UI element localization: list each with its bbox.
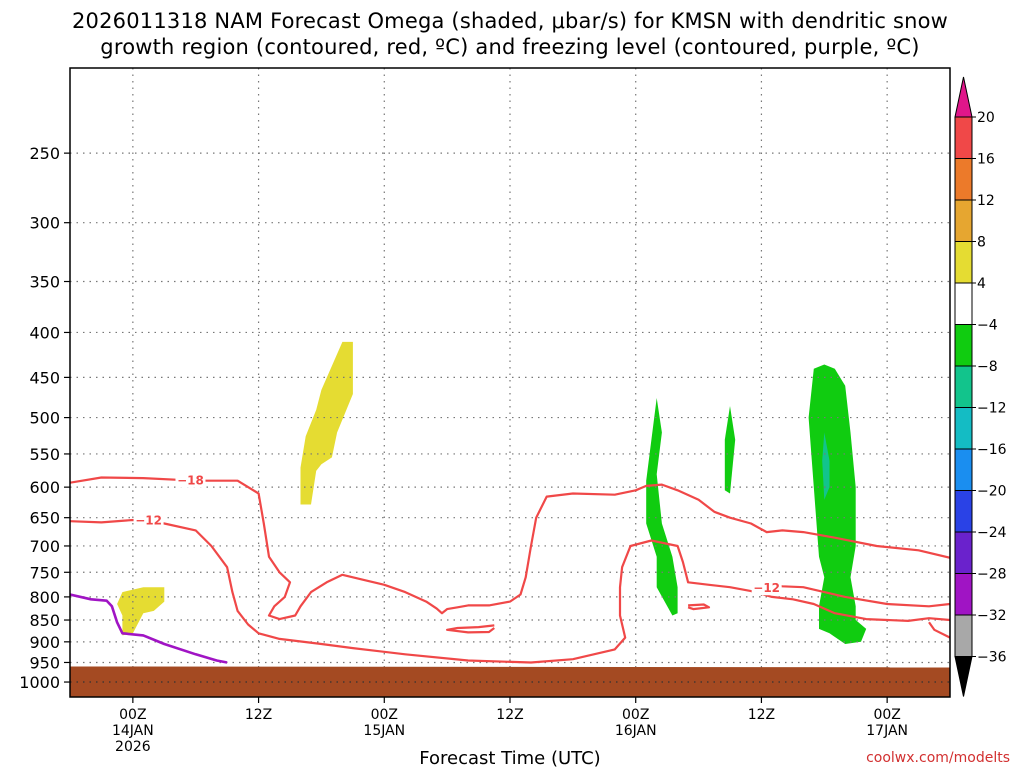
y-tick-label-750: 750 [29,563,60,582]
x-tick-label-30-2: 15JAN [363,723,405,739]
temperature-contour-6 [928,621,950,639]
colorbar-label-12: −28 [977,567,1007,583]
omega-region-3 [646,398,678,616]
colorbar-bin-8 [954,407,973,450]
x-tick-label-78-2: 17JAN [866,723,908,739]
grid-lines [70,68,950,697]
y-tick-label-950: 950 [29,653,60,672]
temperature-contour-3 [761,583,950,608]
colorbar: 20 16 12 8 4 −4 −8 −12 −16 −20 −24 −28 −32 −36 [954,76,1007,697]
omega-region-4 [724,406,736,494]
colorbar-bin-4 [954,241,973,284]
pressure-axis: 250 300 350 400 450 500 550 600 650 700 750 800 850 9… [19,144,70,692]
omega-region-5 [808,364,867,644]
contour-label-bg-1 [175,472,206,488]
omega-region-2 [300,341,353,505]
y-tick-label-1000: 1000 [19,673,60,692]
contour-label-1: −18 [177,474,204,488]
colorbar-label-10: −20 [977,484,1007,500]
y-tick-label-500: 500 [29,409,60,428]
y-tick-label-600: 600 [29,478,60,497]
temperature-contour-5 [687,603,711,611]
y-tick-label-800: 800 [29,588,60,607]
colorbar-label-2: 16 [977,152,995,168]
x-tick-label-6-3: 2026 [115,739,151,755]
y-tick-label-250: 250 [29,144,60,163]
omega-region-1 [117,587,165,636]
x-tick-label-54-1: 00Z [622,707,649,723]
colorbar-label-4: 8 [977,235,986,251]
colorbar-bin-10 [954,490,973,533]
freezing-level-line [70,593,228,664]
y-tick-label-450: 450 [29,368,60,387]
colorbar-bin-2 [954,158,973,201]
colorbar-bin-11 [954,531,973,574]
colorbar-bin-7 [954,365,973,408]
colorbar-label-9: −16 [977,442,1007,458]
colorbar-bin-9 [954,448,973,491]
omega-shading-layer [117,341,867,644]
temperature-contours: −18 −12 −12 [70,472,950,664]
contour-label-bg-3 [751,580,782,596]
freezing-level-contour [70,593,228,664]
y-tick-label-550: 550 [29,445,60,464]
colorbar-bin-12 [954,573,973,616]
colorbar-label-8: −12 [977,401,1007,417]
colorbar-bin-5 [954,282,973,325]
x-tick-label-30-1: 00Z [371,707,398,723]
y-tick-label-350: 350 [29,273,60,292]
colorbar-label-3: 12 [977,193,995,209]
x-tick-label-78-1: 00Z [873,707,900,723]
x-tick-label-18-1: 12Z [245,707,272,723]
x-tick-label-66-1: 12Z [748,707,775,723]
colorbar-label-14: −36 [977,650,1007,666]
colorbar-bin-13 [954,614,973,657]
y-tick-label-650: 650 [29,509,60,528]
y-tick-label-900: 900 [29,633,60,652]
temperature-contour-1 [70,476,950,621]
colorbar-label-5: 4 [977,276,986,292]
colorbar-bin-top [954,76,973,118]
y-tick-label-850: 850 [29,611,60,630]
colorbar-label-7: −8 [977,359,998,375]
y-tick-label-700: 700 [29,537,60,556]
terrain-fill [70,666,950,697]
temperature-contour-4 [446,624,495,634]
colorbar-label-13: −32 [977,608,1007,624]
contour-label-3: −12 [753,581,780,595]
chart-title-line-2: growth region (contoured, red, ºC) and f… [100,35,919,59]
x-axis-label: Forecast Time (UTC) [419,748,600,768]
y-tick-label-400: 400 [29,323,60,342]
colorbar-label-1: 20 [977,110,995,126]
contour-label-bg-2 [133,512,164,528]
colorbar-label-11: −24 [977,525,1007,541]
chart-title-line-1: 2026011318 NAM Forecast Omega (shaded, μ… [72,9,948,33]
x-tick-label-6-1: 00Z [119,707,146,723]
colorbar-label-6: −4 [977,318,998,334]
colorbar-bin-6 [954,324,973,367]
omega-region-6 [822,432,830,500]
terrain-layer [70,666,950,697]
x-tick-label-6-2: 14JAN [112,723,154,739]
x-tick-label-54-2: 16JAN [615,723,657,739]
x-tick-label-42-1: 12Z [496,707,523,723]
contour-label-2: −12 [135,514,162,528]
colorbar-bin-1 [954,116,973,159]
credit-text: coolwx.com/modelts [866,750,1010,766]
colorbar-bin-bottom [954,656,973,697]
colorbar-bin-3 [954,199,973,242]
plot-area: −18 −12 −12 [70,68,950,697]
temperature-contour-2 [70,518,950,664]
y-tick-label-300: 300 [29,214,60,233]
